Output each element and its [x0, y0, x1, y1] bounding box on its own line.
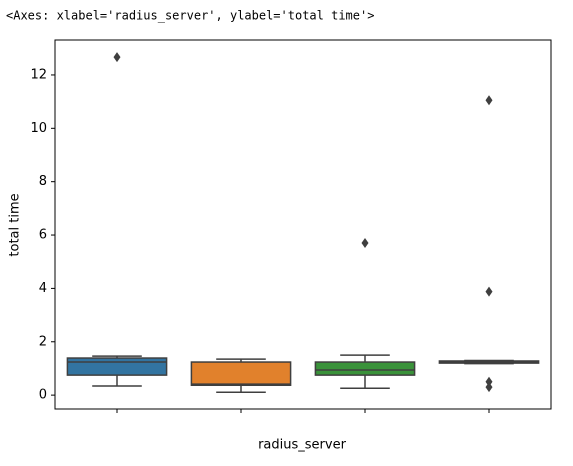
y-tick-label: 2	[39, 334, 47, 349]
outlier	[485, 95, 493, 106]
y-tick-label: 12	[30, 67, 47, 82]
outlier	[113, 52, 121, 63]
box	[66, 357, 168, 376]
x-axis-label: radius_server	[258, 438, 346, 453]
outlier	[361, 238, 369, 249]
output-text: <Axes: xlabel='radius_server', ylabel='t…	[6, 9, 374, 23]
y-tick-label: 0	[39, 388, 47, 403]
y-tick-label: 8	[39, 174, 47, 189]
y-tick-label: 6	[39, 228, 47, 243]
y-tick-label: 10	[30, 121, 47, 136]
outlier	[485, 382, 493, 393]
box	[314, 361, 416, 376]
plot-frame	[54, 39, 552, 410]
box	[190, 361, 292, 387]
y-tick-label: 4	[39, 281, 47, 296]
outlier	[485, 286, 493, 297]
y-axis-label: total time	[8, 193, 23, 256]
outlier	[485, 376, 493, 387]
